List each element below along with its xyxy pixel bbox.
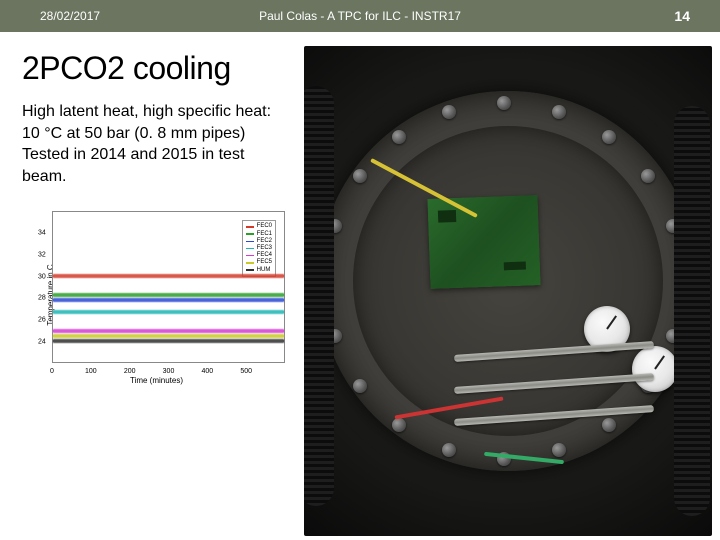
header-page-number: 14 (674, 8, 690, 24)
legend-swatch (246, 233, 254, 235)
legend-swatch (246, 269, 254, 271)
chart-plot-area: FEC0FEC1FEC2FEC3FEC4FEC5HUM (52, 211, 285, 363)
chart-trace (53, 335, 284, 337)
temperature-chart: Temperature in C Time (minutes) FEC0FEC1… (24, 205, 289, 385)
chart-trace (53, 340, 284, 342)
legend-item: FEC2 (246, 238, 272, 245)
legend-swatch (246, 255, 254, 257)
right-column (300, 32, 720, 540)
chart-trace (53, 275, 284, 277)
slide-title: 2PCO2 cooling (22, 50, 288, 87)
legend-item: FEC4 (246, 252, 272, 259)
flange-bolt (497, 96, 511, 110)
legend-item: FEC5 (246, 259, 272, 266)
chart-trace (53, 294, 284, 296)
pressure-gauge (632, 346, 678, 392)
legend-item: FEC3 (246, 245, 272, 252)
legend-item: FEC0 (246, 223, 272, 230)
legend-swatch (246, 248, 254, 250)
chart-x-axis-label: Time (minutes) (130, 376, 183, 385)
detector-photo (304, 46, 712, 536)
flange-bolt (602, 418, 616, 432)
electronics-board (427, 195, 540, 289)
legend-item: FEC1 (246, 231, 272, 238)
legend-swatch (246, 226, 254, 228)
chart-trace (53, 311, 284, 313)
chart-xtick: 200 (124, 368, 136, 375)
legend-label: FEC1 (257, 231, 272, 238)
legend-label: FEC3 (257, 245, 272, 252)
legend-label: FEC2 (257, 238, 272, 245)
slide-header: 28/02/2017 Paul Colas - A TPC for ILC - … (0, 0, 720, 32)
chart-trace (53, 299, 284, 301)
chart-legend: FEC0FEC1FEC2FEC3FEC4FEC5HUM (242, 220, 276, 276)
flange-bolt (442, 105, 456, 119)
chart-ytick: 26 (38, 316, 46, 323)
flange-bolt (602, 130, 616, 144)
corrugated-hose (674, 106, 710, 516)
legend-label: FEC0 (257, 223, 272, 230)
slide-content: 2PCO2 cooling High latent heat, high spe… (0, 32, 720, 540)
chart-ytick: 24 (38, 338, 46, 345)
chart-ytick: 30 (38, 273, 46, 280)
flange-bolt (353, 379, 367, 393)
chart-ytick: 28 (38, 295, 46, 302)
chart-ytick: 34 (38, 230, 46, 237)
slide-body-text: High latent heat, high specific heat: 10… (22, 101, 288, 187)
corrugated-hose (304, 86, 334, 506)
chart-xtick: 0 (50, 368, 54, 375)
legend-swatch (246, 241, 254, 243)
legend-label: FEC4 (257, 252, 272, 259)
header-date: 28/02/2017 (40, 9, 100, 23)
legend-label: FEC5 (257, 259, 272, 266)
chart-trace (53, 330, 284, 332)
chart-xtick: 300 (163, 368, 175, 375)
chart-xtick: 100 (85, 368, 97, 375)
chart-xtick: 400 (201, 368, 213, 375)
chart-xtick: 500 (240, 368, 252, 375)
left-column: 2PCO2 cooling High latent heat, high spe… (0, 32, 300, 540)
chart-ytick: 32 (38, 251, 46, 258)
flange-bolt (552, 105, 566, 119)
header-title: Paul Colas - A TPC for ILC - INSTR17 (259, 9, 461, 23)
legend-swatch (246, 262, 254, 264)
